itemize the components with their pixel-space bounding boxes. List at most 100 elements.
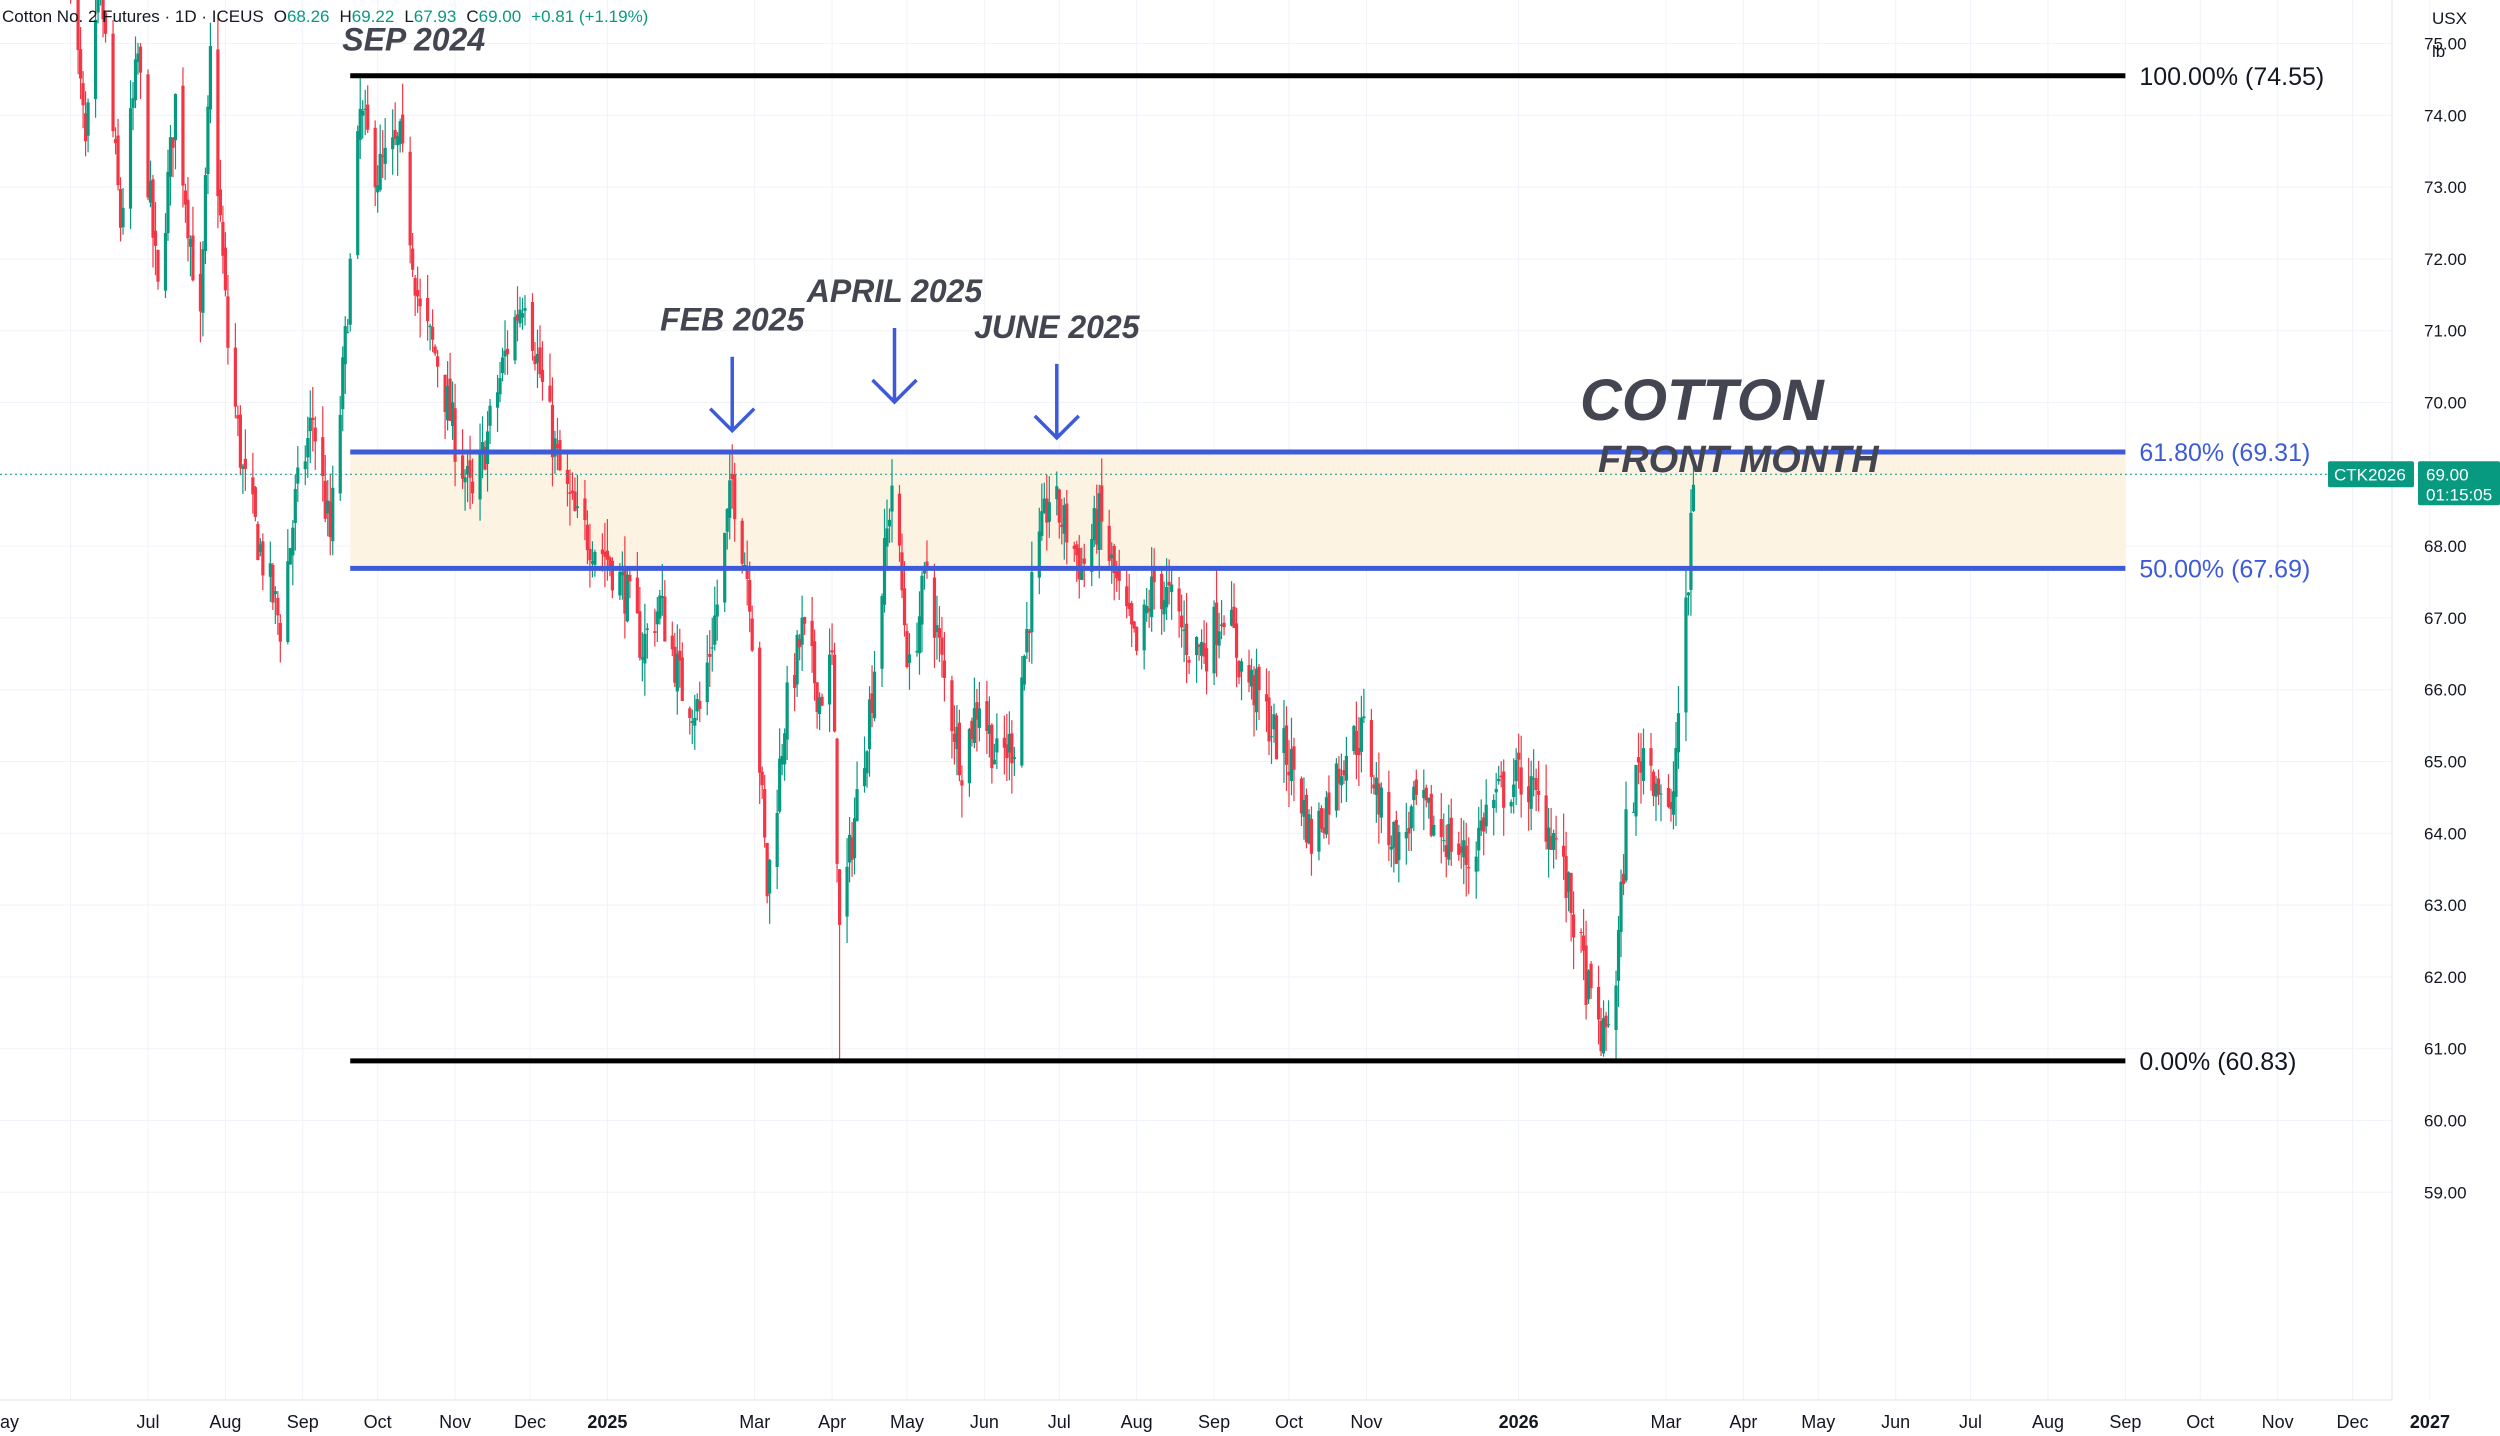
candle [1257, 664, 1261, 721]
candle [465, 449, 470, 503]
date-tick-label: Dec [2337, 1412, 2369, 1432]
candle [488, 398, 492, 444]
candle [708, 630, 712, 688]
candle [1529, 760, 1533, 831]
candle [972, 677, 976, 749]
candle [1145, 587, 1149, 622]
candle [431, 309, 435, 353]
candle [1604, 1011, 1608, 1051]
candle [1005, 713, 1009, 782]
candle [937, 606, 942, 663]
price-tick-label: 59.00 [2424, 1183, 2467, 1202]
candle [463, 469, 467, 511]
candle [570, 472, 575, 500]
candle [1392, 821, 1396, 873]
candle [1037, 507, 1041, 595]
candle [1214, 570, 1219, 677]
open-value: 68.26 [287, 7, 330, 26]
candle [376, 165, 380, 213]
candle [628, 566, 632, 599]
candle [1130, 600, 1134, 648]
candle [236, 405, 240, 437]
candle [346, 318, 350, 334]
candle [995, 713, 999, 770]
candle [713, 586, 717, 651]
fib-label: 50.00% (67.69) [2139, 555, 2310, 583]
arrow-down-icon [708, 356, 756, 434]
candle [518, 296, 522, 328]
candle [1459, 817, 1463, 869]
candle [86, 98, 90, 153]
candle [256, 521, 260, 561]
candle [670, 621, 674, 657]
date-tick-label: Jun [970, 1412, 999, 1432]
candle [693, 694, 697, 750]
candle [1327, 775, 1331, 845]
candle [515, 286, 520, 342]
candle [326, 480, 330, 537]
candle [428, 323, 432, 351]
candle [1562, 813, 1566, 880]
candle [1606, 1000, 1611, 1028]
candle [138, 43, 143, 100]
candle [258, 538, 262, 557]
candle [795, 630, 799, 697]
candle [241, 463, 245, 494]
candle [1394, 810, 1398, 865]
candle [1334, 758, 1339, 818]
price-axis[interactable]: 76.0075.0074.0073.0072.0071.0070.0069.00… [2391, 0, 2467, 1400]
annotation-label: JUNE 2025 [974, 309, 1141, 345]
candle [331, 465, 335, 556]
candle [837, 869, 842, 1059]
candle [798, 634, 802, 661]
candle [1182, 600, 1186, 663]
candle [1352, 724, 1356, 755]
candle [1234, 607, 1239, 688]
date-tick-label: Oct [364, 1412, 392, 1432]
candle [1439, 792, 1443, 864]
candle [1097, 484, 1101, 579]
candle [121, 187, 125, 235]
candle [1132, 620, 1136, 633]
candle [166, 149, 170, 241]
candle [870, 665, 874, 728]
price-tick-label: 62.00 [2424, 968, 2467, 987]
candle [865, 750, 869, 788]
candle [680, 642, 684, 702]
candle [393, 102, 397, 146]
candle [957, 709, 962, 782]
candle [1519, 735, 1523, 818]
candle [623, 536, 627, 639]
candle [328, 473, 332, 556]
candle [818, 692, 822, 731]
candle [643, 603, 647, 696]
candle [1379, 782, 1383, 834]
candle [1527, 757, 1531, 831]
candle [1634, 764, 1638, 837]
candle [81, 71, 85, 129]
candle [1239, 658, 1244, 701]
candle [568, 469, 572, 526]
candle [311, 386, 315, 452]
candle [1492, 794, 1496, 836]
candle [688, 706, 692, 735]
candle [1412, 781, 1416, 832]
candle [1357, 717, 1361, 787]
last-price-tag: CTK2026 69.00 01:15:05 [2328, 461, 2500, 506]
candle [882, 508, 887, 613]
candle [1252, 666, 1256, 737]
candle [1544, 764, 1548, 850]
time-axis[interactable]: ay Jul Aug Sep Oct Nov Dec 2025 Mar Apr May Jun Jul A… [0, 1399, 2450, 1432]
symbol-header[interactable]: Cotton No. 2 Futures · 1D · ICEUS O68.26 H… [2, 7, 648, 26]
candle [1110, 542, 1114, 584]
candle [763, 774, 767, 848]
candle [678, 628, 682, 688]
price-tick-label: 65.00 [2424, 753, 2467, 772]
candle [733, 462, 737, 542]
candle [1057, 488, 1061, 539]
symbol-name: Cotton No. 2 Futures · 1D · ICEUS [2, 7, 264, 26]
candle [396, 132, 400, 176]
candle [1429, 784, 1433, 838]
candle [1671, 761, 1676, 830]
